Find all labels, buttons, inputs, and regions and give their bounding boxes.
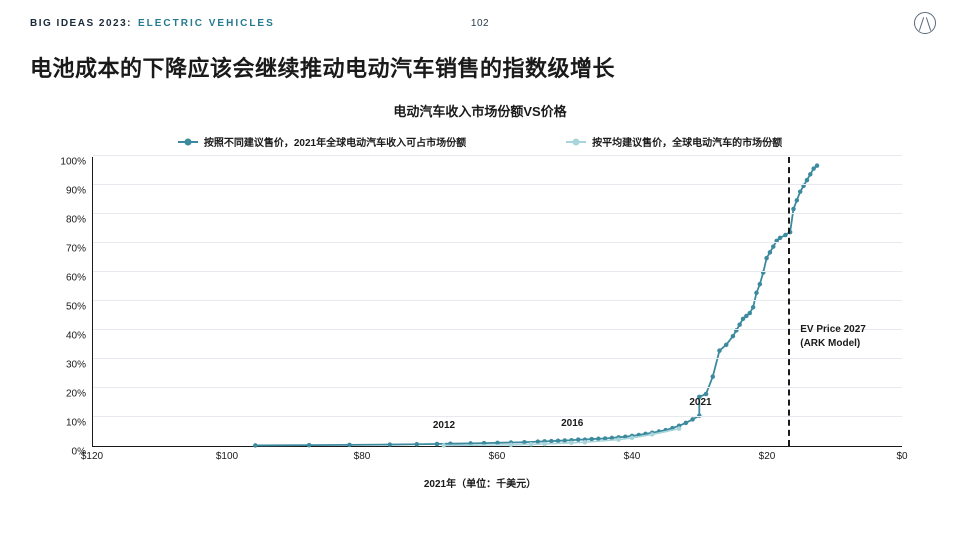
legend-item: 按平均建议售价，全球电动汽车的市场份额 xyxy=(566,134,782,149)
series-msrp-varied-marker xyxy=(724,343,728,347)
header-prefix: BIG IDEAS 2023: xyxy=(30,18,132,29)
series-msrp-varied-marker xyxy=(556,439,560,443)
series-msrp-varied-marker xyxy=(737,322,741,326)
series-msrp-varied-marker xyxy=(563,438,567,442)
y-tick-label: 90% xyxy=(46,186,86,197)
forecast-dashed-line xyxy=(788,157,790,446)
series-msrp-varied-marker xyxy=(549,439,553,443)
legend-marker-icon xyxy=(178,141,198,143)
x-tick-label: $40 xyxy=(624,451,641,462)
chart-title: 电动汽车收入市场份额VS价格 xyxy=(30,101,930,120)
series-msrp-varied-marker xyxy=(795,198,799,202)
y-tick-label: 100% xyxy=(46,157,86,168)
chart-plot: 0%10%20%30%40%50%60%70%80%90%100%EV Pric… xyxy=(92,157,902,447)
brand-logo-icon xyxy=(914,12,936,34)
x-tick-label: $0 xyxy=(896,451,907,462)
x-tick-label: $80 xyxy=(354,451,371,462)
grid-line xyxy=(93,184,902,185)
x-tick-label: $120 xyxy=(81,451,103,462)
page-title: 电池成本的下降应该会继续推动电动汽车销售的指数级增长 xyxy=(30,51,930,83)
x-tick-label: $100 xyxy=(216,451,238,462)
series-msrp-varied-marker xyxy=(783,233,787,237)
legend-label: 按平均建议售价，全球电动汽车的市场份额 xyxy=(592,134,782,149)
grid-line xyxy=(93,387,902,388)
legend-item: 按照不同建议售价，2021年全球电动汽车收入可占市场份额 xyxy=(178,134,466,149)
series-avg-price-marker xyxy=(677,426,681,430)
series-msrp-varied-marker xyxy=(815,163,819,167)
forecast-annotation: EV Price 2027(ARK Model) xyxy=(800,323,900,350)
series-msrp-varied-marker xyxy=(704,392,708,396)
series-msrp-varied-marker xyxy=(751,305,755,309)
chart: 0%10%20%30%40%50%60%70%80%90%100%EV Pric… xyxy=(52,157,908,490)
x-axis-label: 2021年（单位：千美元） xyxy=(52,475,908,490)
x-tick-label: $20 xyxy=(759,451,776,462)
grid-line xyxy=(93,329,902,330)
grid-line xyxy=(93,155,902,156)
series-msrp-varied-marker xyxy=(690,417,694,421)
series-msrp-varied-marker xyxy=(771,244,775,248)
grid-line xyxy=(93,213,902,214)
inline-year-label: 2012 xyxy=(433,420,455,431)
x-axis: $120$100$80$60$40$20$0 xyxy=(92,447,902,467)
series-avg-price-marker xyxy=(616,437,620,441)
series-msrp-varied-marker xyxy=(764,256,768,260)
series-msrp-varied-marker xyxy=(778,236,782,240)
series-msrp-varied-marker xyxy=(731,334,735,338)
series-msrp-varied-marker xyxy=(748,311,752,315)
grid-line xyxy=(93,358,902,359)
series-msrp-varied-marker xyxy=(415,442,419,446)
series-msrp-varied-marker xyxy=(435,442,439,446)
chart-legend: 按照不同建议售价，2021年全球电动汽车收入可占市场份额 按平均建议售价，全球电动… xyxy=(30,134,930,149)
series-avg-price-marker xyxy=(630,436,634,440)
legend-label: 按照不同建议售价，2021年全球电动汽车收入可占市场份额 xyxy=(204,134,466,149)
series-msrp-varied-marker xyxy=(684,421,688,425)
y-tick-label: 20% xyxy=(46,389,86,400)
page-number: 102 xyxy=(471,18,489,29)
y-tick-label: 60% xyxy=(46,273,86,284)
series-msrp-varied-marker xyxy=(791,207,795,211)
y-tick-label: 80% xyxy=(46,215,86,226)
series-msrp-varied-marker xyxy=(536,439,540,443)
series-msrp-varied-marker xyxy=(768,250,772,254)
y-tick-label: 10% xyxy=(46,418,86,429)
series-msrp-varied-marker xyxy=(758,282,762,286)
series-avg-price-marker xyxy=(529,442,533,446)
y-tick-label: 50% xyxy=(46,302,86,313)
series-msrp-varied-marker xyxy=(798,189,802,193)
legend-marker-icon xyxy=(566,141,586,143)
slide: BIG IDEAS 2023: ELECTRIC VEHICLES 102 电池… xyxy=(0,0,960,540)
inline-year-label: 2016 xyxy=(561,418,583,429)
y-tick-label: 30% xyxy=(46,360,86,371)
grid-line xyxy=(93,416,902,417)
series-avg-price-marker xyxy=(569,441,573,445)
grid-line xyxy=(93,271,902,272)
y-tick-label: 40% xyxy=(46,331,86,342)
series-msrp-varied-marker xyxy=(589,437,593,441)
series-msrp-varied-marker xyxy=(808,172,812,176)
series-msrp-varied-marker xyxy=(805,178,809,182)
series-avg-price-marker xyxy=(650,432,654,436)
grid-line xyxy=(93,242,902,243)
series-avg-price-marker xyxy=(583,440,587,444)
series-msrp-varied-marker xyxy=(576,437,580,441)
chart-svg xyxy=(93,157,902,446)
header-section: ELECTRIC VEHICLES xyxy=(138,18,275,29)
series-avg-price-marker xyxy=(542,442,546,446)
y-tick-label: 70% xyxy=(46,244,86,255)
series-msrp-varied-line xyxy=(255,166,817,446)
series-msrp-varied-marker xyxy=(717,348,721,352)
series-msrp-varied-marker xyxy=(711,374,715,378)
x-tick-label: $60 xyxy=(489,451,506,462)
grid-line xyxy=(93,300,902,301)
series-msrp-varied-marker xyxy=(754,291,758,295)
inline-year-label: 2021 xyxy=(689,397,711,408)
